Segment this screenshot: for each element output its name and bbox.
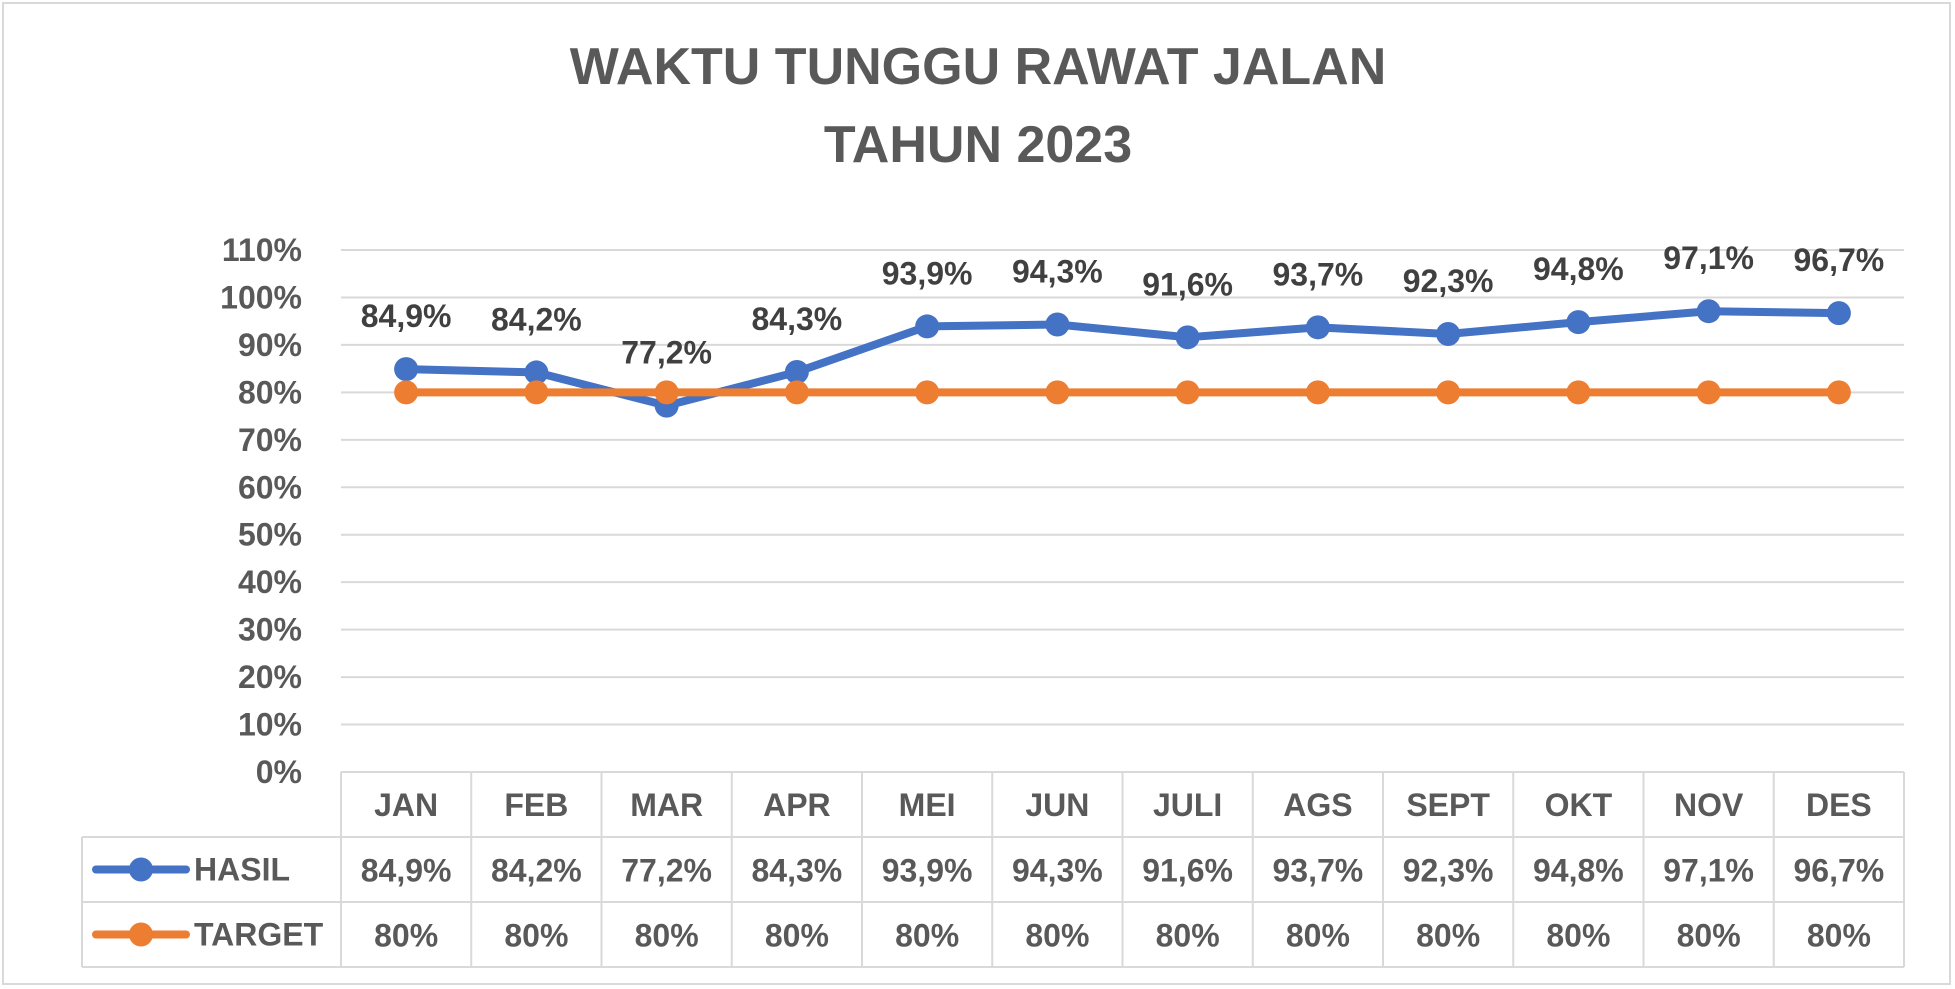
- chart-title-line-2: TAHUN 2023: [824, 116, 1132, 174]
- data-point-target: [524, 380, 549, 405]
- table-cell-value: 80%: [1677, 918, 1741, 954]
- data-point-target: [1566, 380, 1591, 405]
- x-category-label: SEPT: [1406, 787, 1490, 823]
- data-point-target: [1826, 380, 1851, 405]
- data-point-hasil: [1305, 315, 1330, 340]
- legend-series-name: HASIL: [194, 852, 290, 888]
- y-tick-label: 30%: [238, 612, 302, 648]
- data-point-hasil: [1826, 301, 1851, 326]
- y-tick-label: 90%: [238, 327, 302, 363]
- legend-key-marker: [129, 922, 153, 947]
- data-point-hasil: [915, 314, 940, 339]
- table-cell-value: 80%: [504, 918, 568, 954]
- chart-title: WAKTU TUNGGU RAWAT JALAN TAHUN 2023: [570, 38, 1387, 174]
- data-label: 91,6%: [1142, 266, 1233, 302]
- data-point-target: [654, 380, 679, 405]
- data-point-target: [1696, 380, 1721, 405]
- legend-key-marker: [129, 857, 153, 882]
- line-chart: WAKTU TUNGGU RAWAT JALAN TAHUN 2023 0% 10…: [81, 38, 1905, 968]
- x-category-label: JULI: [1153, 787, 1222, 823]
- y-tick-label: 10%: [238, 707, 302, 743]
- table-cell-value: 80%: [374, 918, 438, 954]
- y-tick-label: 40%: [238, 564, 302, 600]
- table-cell-value: 80%: [1416, 918, 1480, 954]
- series-line-hasil: [402, 307, 1843, 410]
- data-label: 93,9%: [882, 255, 973, 291]
- x-category-label: JUN: [1025, 787, 1089, 823]
- x-category-label: NOV: [1674, 787, 1744, 823]
- table-cell-value: 80%: [1025, 918, 1089, 954]
- legend-series-name: TARGET: [194, 917, 324, 953]
- data-label: 93,7%: [1273, 256, 1364, 292]
- table-cell-value: 80%: [765, 918, 829, 954]
- data-point-target: [1436, 380, 1461, 405]
- data-labels: 84,9% 84,2% 77,2% 84,3% 93,9% 94,3% 91,6% 93,7%…: [361, 240, 1884, 370]
- data-point-target: [394, 380, 419, 405]
- y-axis-tick-labels: 0% 10% 20% 30% 40% 50% 60% 70% 80% 90% 100% 110%: [220, 232, 302, 790]
- table-cell-value: 92,3%: [1403, 853, 1494, 889]
- table-cell-value: 93,7%: [1273, 853, 1364, 889]
- table-cell-value: 93,9%: [882, 853, 973, 889]
- data-label: 94,3%: [1012, 254, 1103, 290]
- data-point-target: [1045, 380, 1070, 405]
- data-table: JAN FEB MAR APR MEI JUN JULI AGS SEPT OKT NOV DES HA…: [81, 771, 1905, 968]
- data-label: 97,1%: [1663, 240, 1754, 276]
- table-cell-value: 97,1%: [1663, 853, 1754, 889]
- data-point-hasil: [1436, 321, 1461, 346]
- data-point-target: [1305, 380, 1330, 405]
- data-point-hasil: [1566, 310, 1591, 335]
- data-label: 96,7%: [1794, 242, 1885, 278]
- data-point-hasil: [394, 357, 419, 382]
- data-point-hasil: [1045, 312, 1070, 337]
- table-cell-value: 80%: [1546, 918, 1610, 954]
- table-cell-value: 84,3%: [752, 853, 843, 889]
- gridlines: [341, 249, 1904, 726]
- y-tick-label: 100%: [220, 279, 302, 315]
- y-tick-label: 0%: [256, 754, 302, 790]
- table-cell-value: 94,8%: [1533, 853, 1624, 889]
- y-tick-label: 110%: [222, 232, 302, 268]
- data-label: 84,9%: [361, 298, 452, 334]
- data-label: 84,3%: [752, 301, 843, 337]
- table-cell-value: 80%: [1286, 918, 1350, 954]
- data-point-hasil: [784, 359, 809, 384]
- table-cell-value: 80%: [635, 918, 699, 954]
- table-cell-value: 80%: [1807, 918, 1871, 954]
- y-tick-label: 80%: [238, 374, 302, 410]
- x-category-label: MAR: [630, 787, 703, 823]
- table-cell-value: 80%: [895, 918, 959, 954]
- x-category-label: JAN: [374, 787, 438, 823]
- table-cell-value: 84,2%: [491, 853, 582, 889]
- table-cell-value: 84,9%: [361, 853, 452, 889]
- table-cell-value: 80%: [1156, 918, 1220, 954]
- table-cell-value: 94,3%: [1012, 853, 1103, 889]
- y-tick-label: 20%: [238, 659, 302, 695]
- y-tick-label: 60%: [238, 469, 302, 505]
- x-category-label: OKT: [1545, 787, 1613, 823]
- data-point-hasil: [1696, 299, 1721, 324]
- data-label: 77,2%: [621, 335, 712, 371]
- y-tick-label: 50%: [238, 517, 302, 553]
- data-label: 94,8%: [1533, 251, 1624, 287]
- data-point-hasil: [1175, 325, 1200, 350]
- x-category-label: MEI: [899, 787, 956, 823]
- table-cell-value: 96,7%: [1794, 853, 1885, 889]
- data-point-hasil: [524, 360, 549, 385]
- y-tick-label: 70%: [238, 422, 302, 458]
- data-point-target: [784, 380, 809, 405]
- chart-title-line-1: WAKTU TUNGGU RAWAT JALAN: [570, 38, 1387, 96]
- x-category-label: FEB: [504, 787, 568, 823]
- x-category-label: AGS: [1283, 787, 1352, 823]
- data-label: 84,2%: [491, 301, 582, 337]
- x-category-label: DES: [1806, 787, 1872, 823]
- data-label: 92,3%: [1403, 263, 1494, 299]
- data-point-target: [915, 380, 940, 405]
- series-lines: [394, 299, 1851, 418]
- table-cell-value: 91,6%: [1142, 853, 1233, 889]
- x-category-label: APR: [763, 787, 831, 823]
- table-cell-value: 77,2%: [621, 853, 712, 889]
- data-point-target: [1175, 380, 1200, 405]
